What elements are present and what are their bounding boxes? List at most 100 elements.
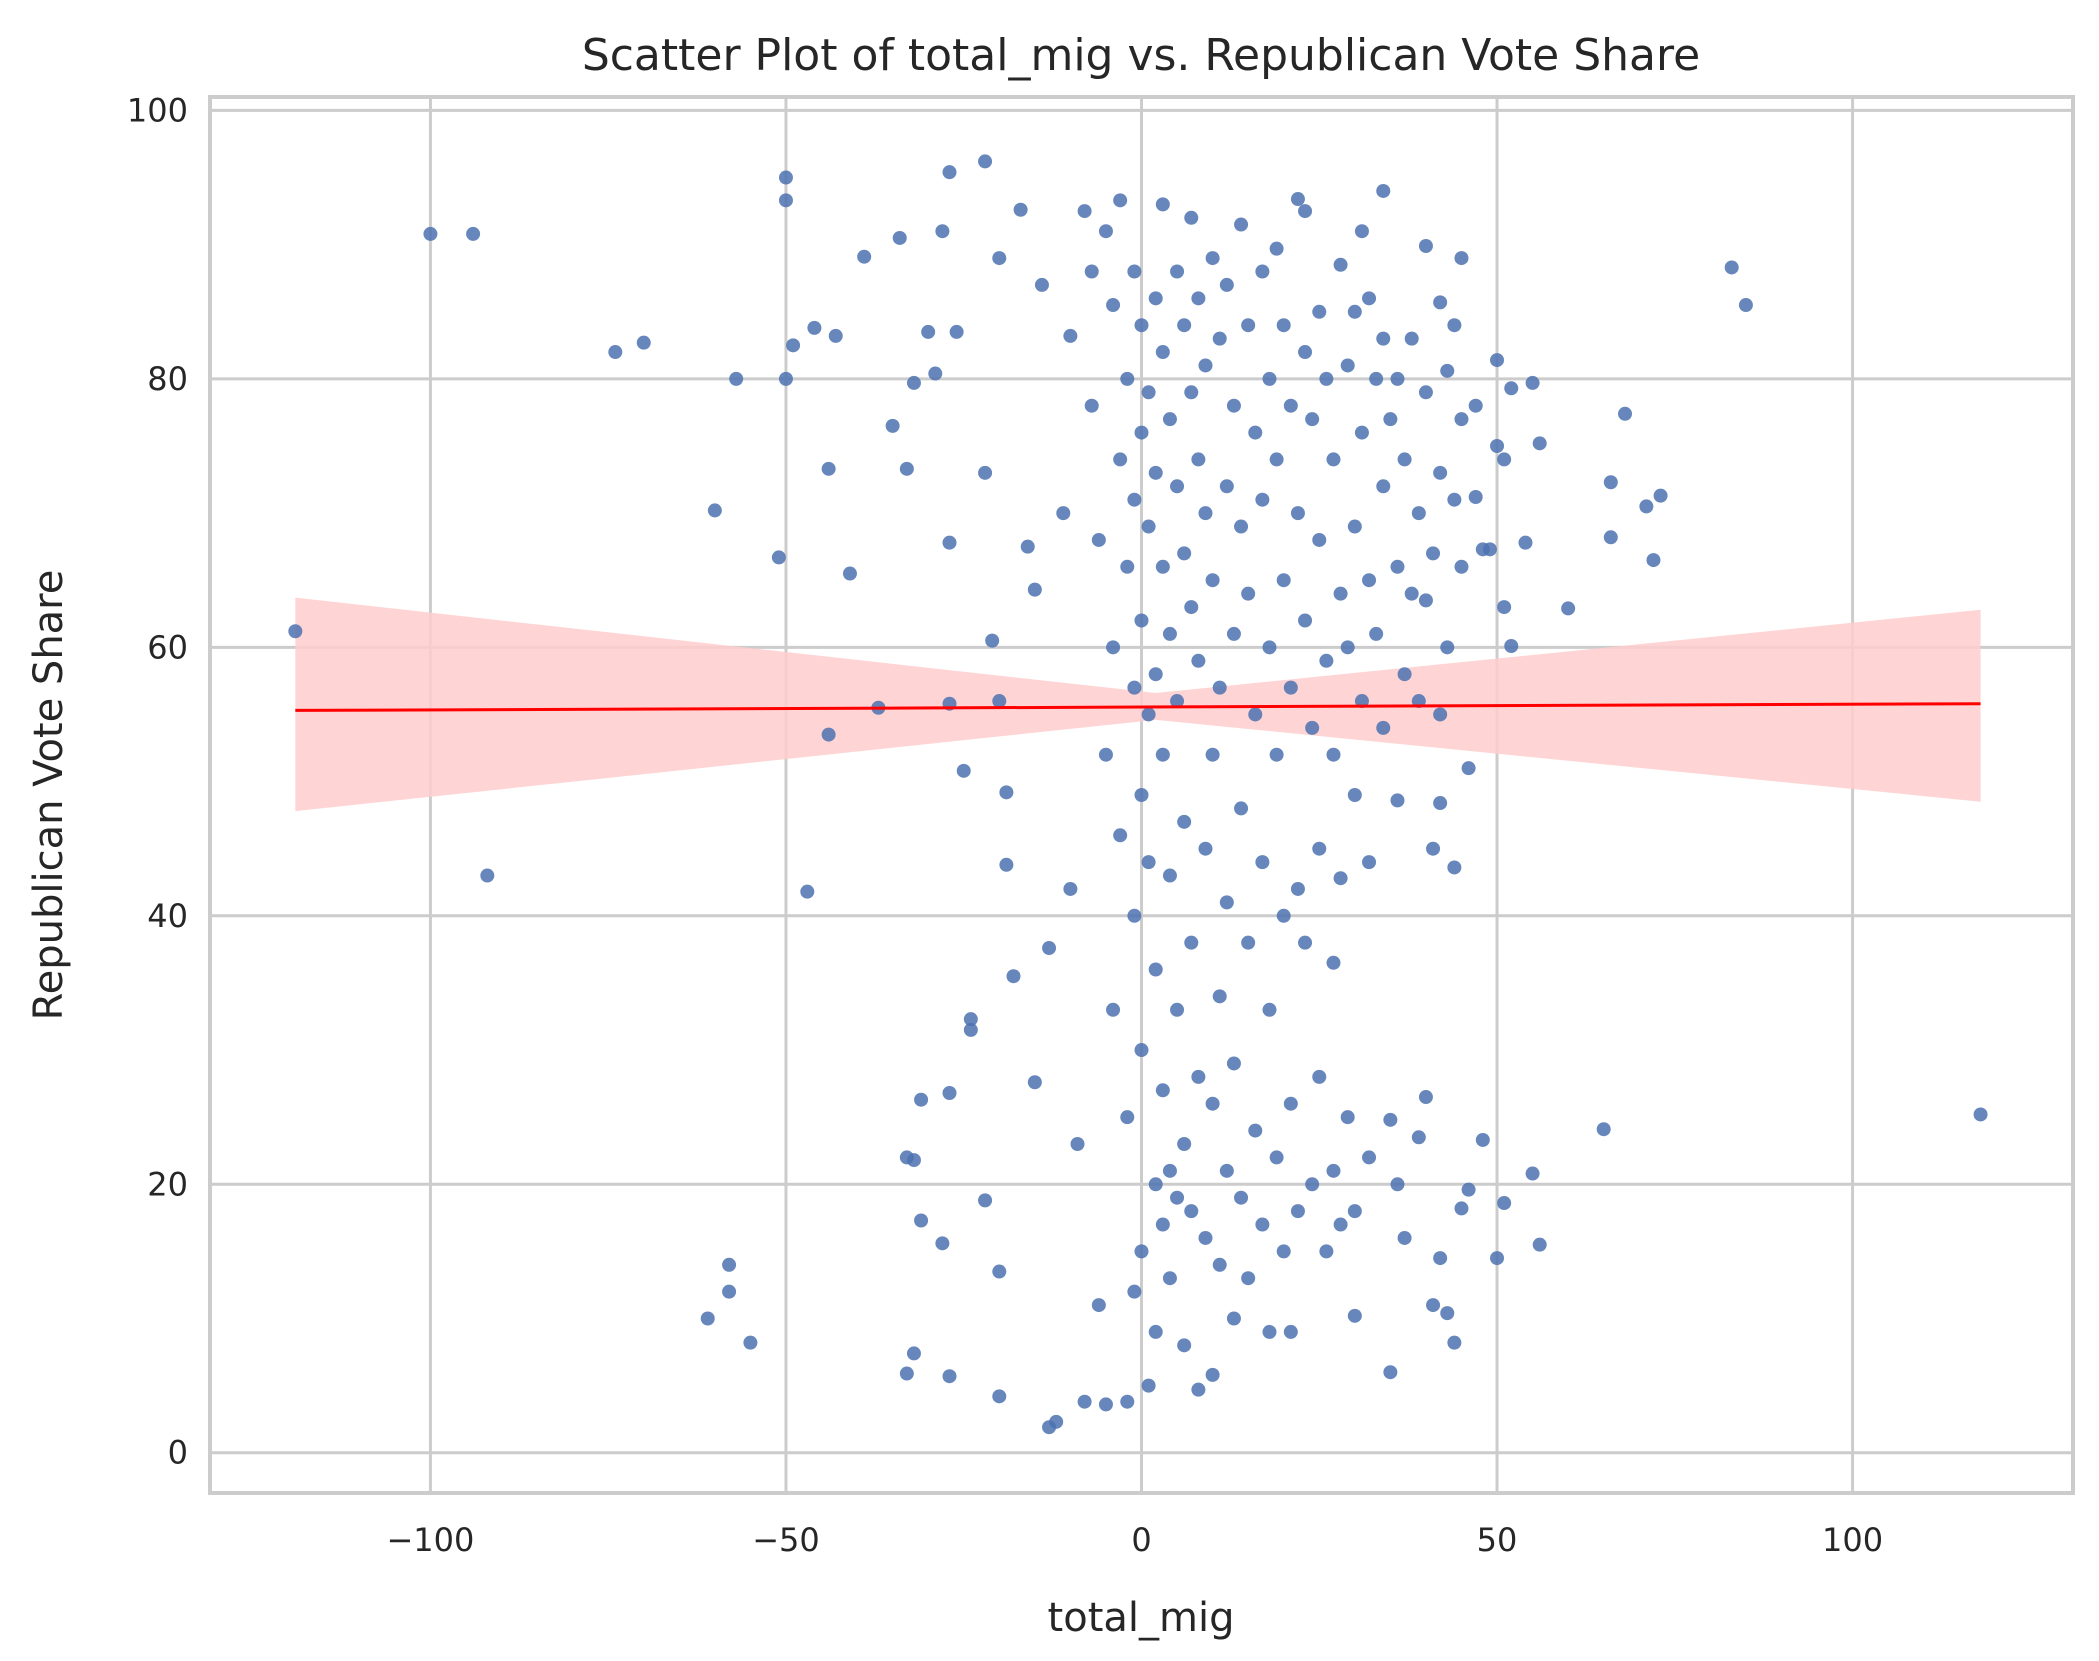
data-point xyxy=(1447,318,1462,333)
data-point xyxy=(1447,1335,1462,1350)
data-point xyxy=(1390,559,1405,574)
data-point xyxy=(1212,680,1227,695)
data-point xyxy=(1120,559,1135,574)
data-point xyxy=(1312,532,1327,547)
data-point xyxy=(1226,626,1241,641)
data-point xyxy=(1418,238,1433,253)
data-point xyxy=(1738,298,1753,313)
data-point xyxy=(1191,291,1206,306)
data-point xyxy=(1141,385,1156,400)
data-point xyxy=(1198,841,1213,856)
data-point xyxy=(1312,841,1327,856)
data-point xyxy=(1340,358,1355,373)
data-point xyxy=(1312,1069,1327,1084)
data-point xyxy=(1347,1308,1362,1323)
data-point xyxy=(1383,1365,1398,1380)
data-point xyxy=(1504,381,1519,396)
data-point xyxy=(1433,295,1448,310)
data-point xyxy=(466,226,481,241)
data-point xyxy=(1326,452,1341,467)
data-point xyxy=(1234,519,1249,534)
data-point xyxy=(1283,680,1298,695)
data-point xyxy=(1184,385,1199,400)
data-point xyxy=(1603,530,1618,545)
confidence-band xyxy=(295,597,1981,812)
data-point xyxy=(1426,841,1441,856)
data-point xyxy=(1362,1150,1377,1165)
data-point xyxy=(1177,1338,1192,1353)
confidence-band-area xyxy=(295,597,1981,812)
data-point xyxy=(1106,1002,1121,1017)
y-tick-label: 60 xyxy=(147,628,188,666)
data-point xyxy=(1084,264,1099,279)
data-point xyxy=(1454,559,1469,574)
data-point xyxy=(1255,855,1270,870)
data-point xyxy=(1497,452,1512,467)
data-point xyxy=(1170,479,1185,494)
data-point xyxy=(1269,1150,1284,1165)
data-point xyxy=(1418,385,1433,400)
data-point xyxy=(1212,1257,1227,1272)
data-point xyxy=(1276,318,1291,333)
data-point xyxy=(722,1257,737,1272)
data-point xyxy=(1333,1217,1348,1232)
data-point xyxy=(1013,202,1028,217)
data-point xyxy=(1134,1043,1149,1058)
data-point xyxy=(1319,653,1334,668)
data-point xyxy=(1639,499,1654,514)
data-point xyxy=(1354,224,1369,239)
data-point xyxy=(1262,640,1277,655)
data-point xyxy=(743,1335,758,1350)
data-point xyxy=(778,170,793,185)
data-point xyxy=(786,338,801,353)
data-point xyxy=(1319,1244,1334,1259)
data-point xyxy=(1532,436,1547,451)
data-point xyxy=(1497,1196,1512,1211)
data-point xyxy=(1724,260,1739,275)
data-point xyxy=(1333,586,1348,601)
data-point xyxy=(1034,277,1049,292)
data-point xyxy=(1305,1177,1320,1192)
data-point xyxy=(1354,425,1369,440)
data-point xyxy=(1205,747,1220,762)
data-point xyxy=(1141,1378,1156,1393)
data-point xyxy=(1162,1163,1177,1178)
data-point xyxy=(1518,535,1533,550)
data-point xyxy=(1461,1182,1476,1197)
data-point xyxy=(1155,1083,1170,1098)
data-point xyxy=(1390,1177,1405,1192)
data-point xyxy=(1426,1298,1441,1313)
data-point xyxy=(1411,1130,1426,1145)
data-point xyxy=(1490,1251,1505,1266)
data-point xyxy=(1191,653,1206,668)
data-point xyxy=(1077,1394,1092,1409)
y-tick-label: 0 xyxy=(168,1434,188,1472)
data-point xyxy=(1148,465,1163,480)
data-point xyxy=(899,1366,914,1381)
data-point xyxy=(1340,640,1355,655)
data-point xyxy=(1020,539,1035,554)
data-point xyxy=(935,1236,950,1251)
data-point xyxy=(857,249,872,264)
data-point xyxy=(1354,694,1369,709)
data-point xyxy=(1077,204,1092,219)
data-point xyxy=(1219,1163,1234,1178)
x-tick-label: −100 xyxy=(386,1521,474,1559)
data-point xyxy=(1269,241,1284,256)
data-point xyxy=(608,345,623,360)
data-point xyxy=(1298,345,1313,360)
data-point xyxy=(1326,1163,1341,1178)
data-point xyxy=(1162,1271,1177,1286)
data-point xyxy=(1120,371,1135,386)
data-point xyxy=(1091,532,1106,547)
data-point xyxy=(1155,747,1170,762)
data-point xyxy=(1091,1298,1106,1313)
data-point xyxy=(1113,193,1128,208)
data-point xyxy=(1255,492,1270,507)
data-point xyxy=(842,566,857,581)
data-point xyxy=(1198,506,1213,521)
data-point xyxy=(1134,1244,1149,1259)
data-point xyxy=(978,154,993,169)
data-point xyxy=(1333,871,1348,886)
